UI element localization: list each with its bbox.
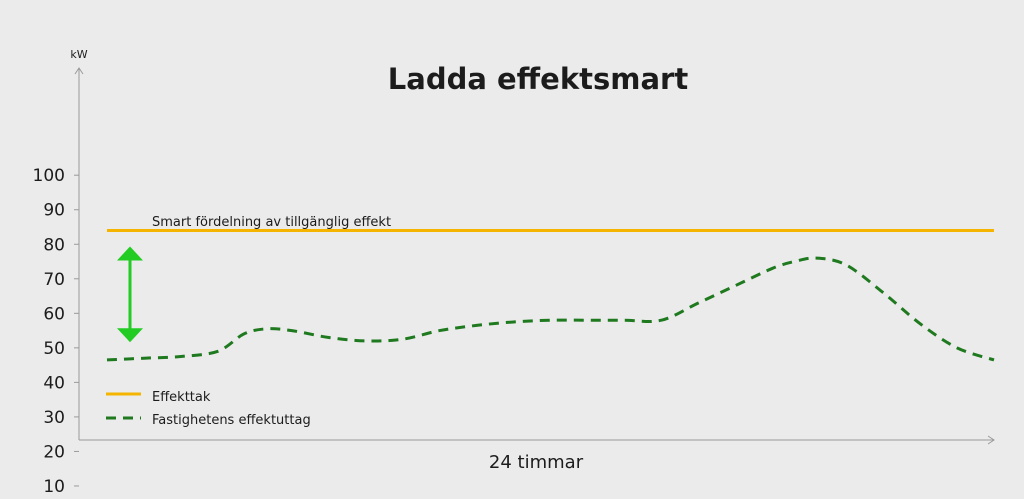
legend: Effekttak Fastighetens effektuttag xyxy=(106,390,311,428)
legend-label-effekttak: Effekttak xyxy=(152,390,211,405)
y-tick-label: 30 xyxy=(43,408,65,428)
y-tick-label: 10 xyxy=(43,477,65,497)
y-tick-label: 70 xyxy=(43,270,65,290)
y-tick-label: 90 xyxy=(43,201,65,221)
y-axis-arrowhead xyxy=(74,67,84,75)
x-axis-label: 24 timmar xyxy=(489,452,584,473)
y-tick-label: 80 xyxy=(43,235,65,255)
y-tick-label: 20 xyxy=(43,442,65,462)
annotation-arrowhead-down xyxy=(117,328,143,343)
annotation-group xyxy=(117,246,143,343)
x-axis-arrowhead xyxy=(987,435,995,445)
legend-label-effektuttag: Fastighetens effektuttag xyxy=(152,413,311,428)
y-tick-label: 40 xyxy=(43,373,65,393)
axes xyxy=(74,67,995,445)
chart-title: Ladda effektsmart xyxy=(388,62,689,96)
series-group xyxy=(106,228,995,362)
y-tick-label: 50 xyxy=(43,339,65,359)
annotation-text: Smart fördelning av tillgänglig effekt xyxy=(152,215,391,230)
y-axis-unit: kW xyxy=(70,48,87,61)
y-ticks: 10 20 30 40 50 60 70 80 90 100 xyxy=(33,166,79,497)
y-tick-label: 60 xyxy=(43,304,65,324)
series-line-effektuttag xyxy=(106,256,995,362)
annotation-arrowhead-up xyxy=(117,246,143,261)
y-tick-label: 100 xyxy=(33,166,65,186)
